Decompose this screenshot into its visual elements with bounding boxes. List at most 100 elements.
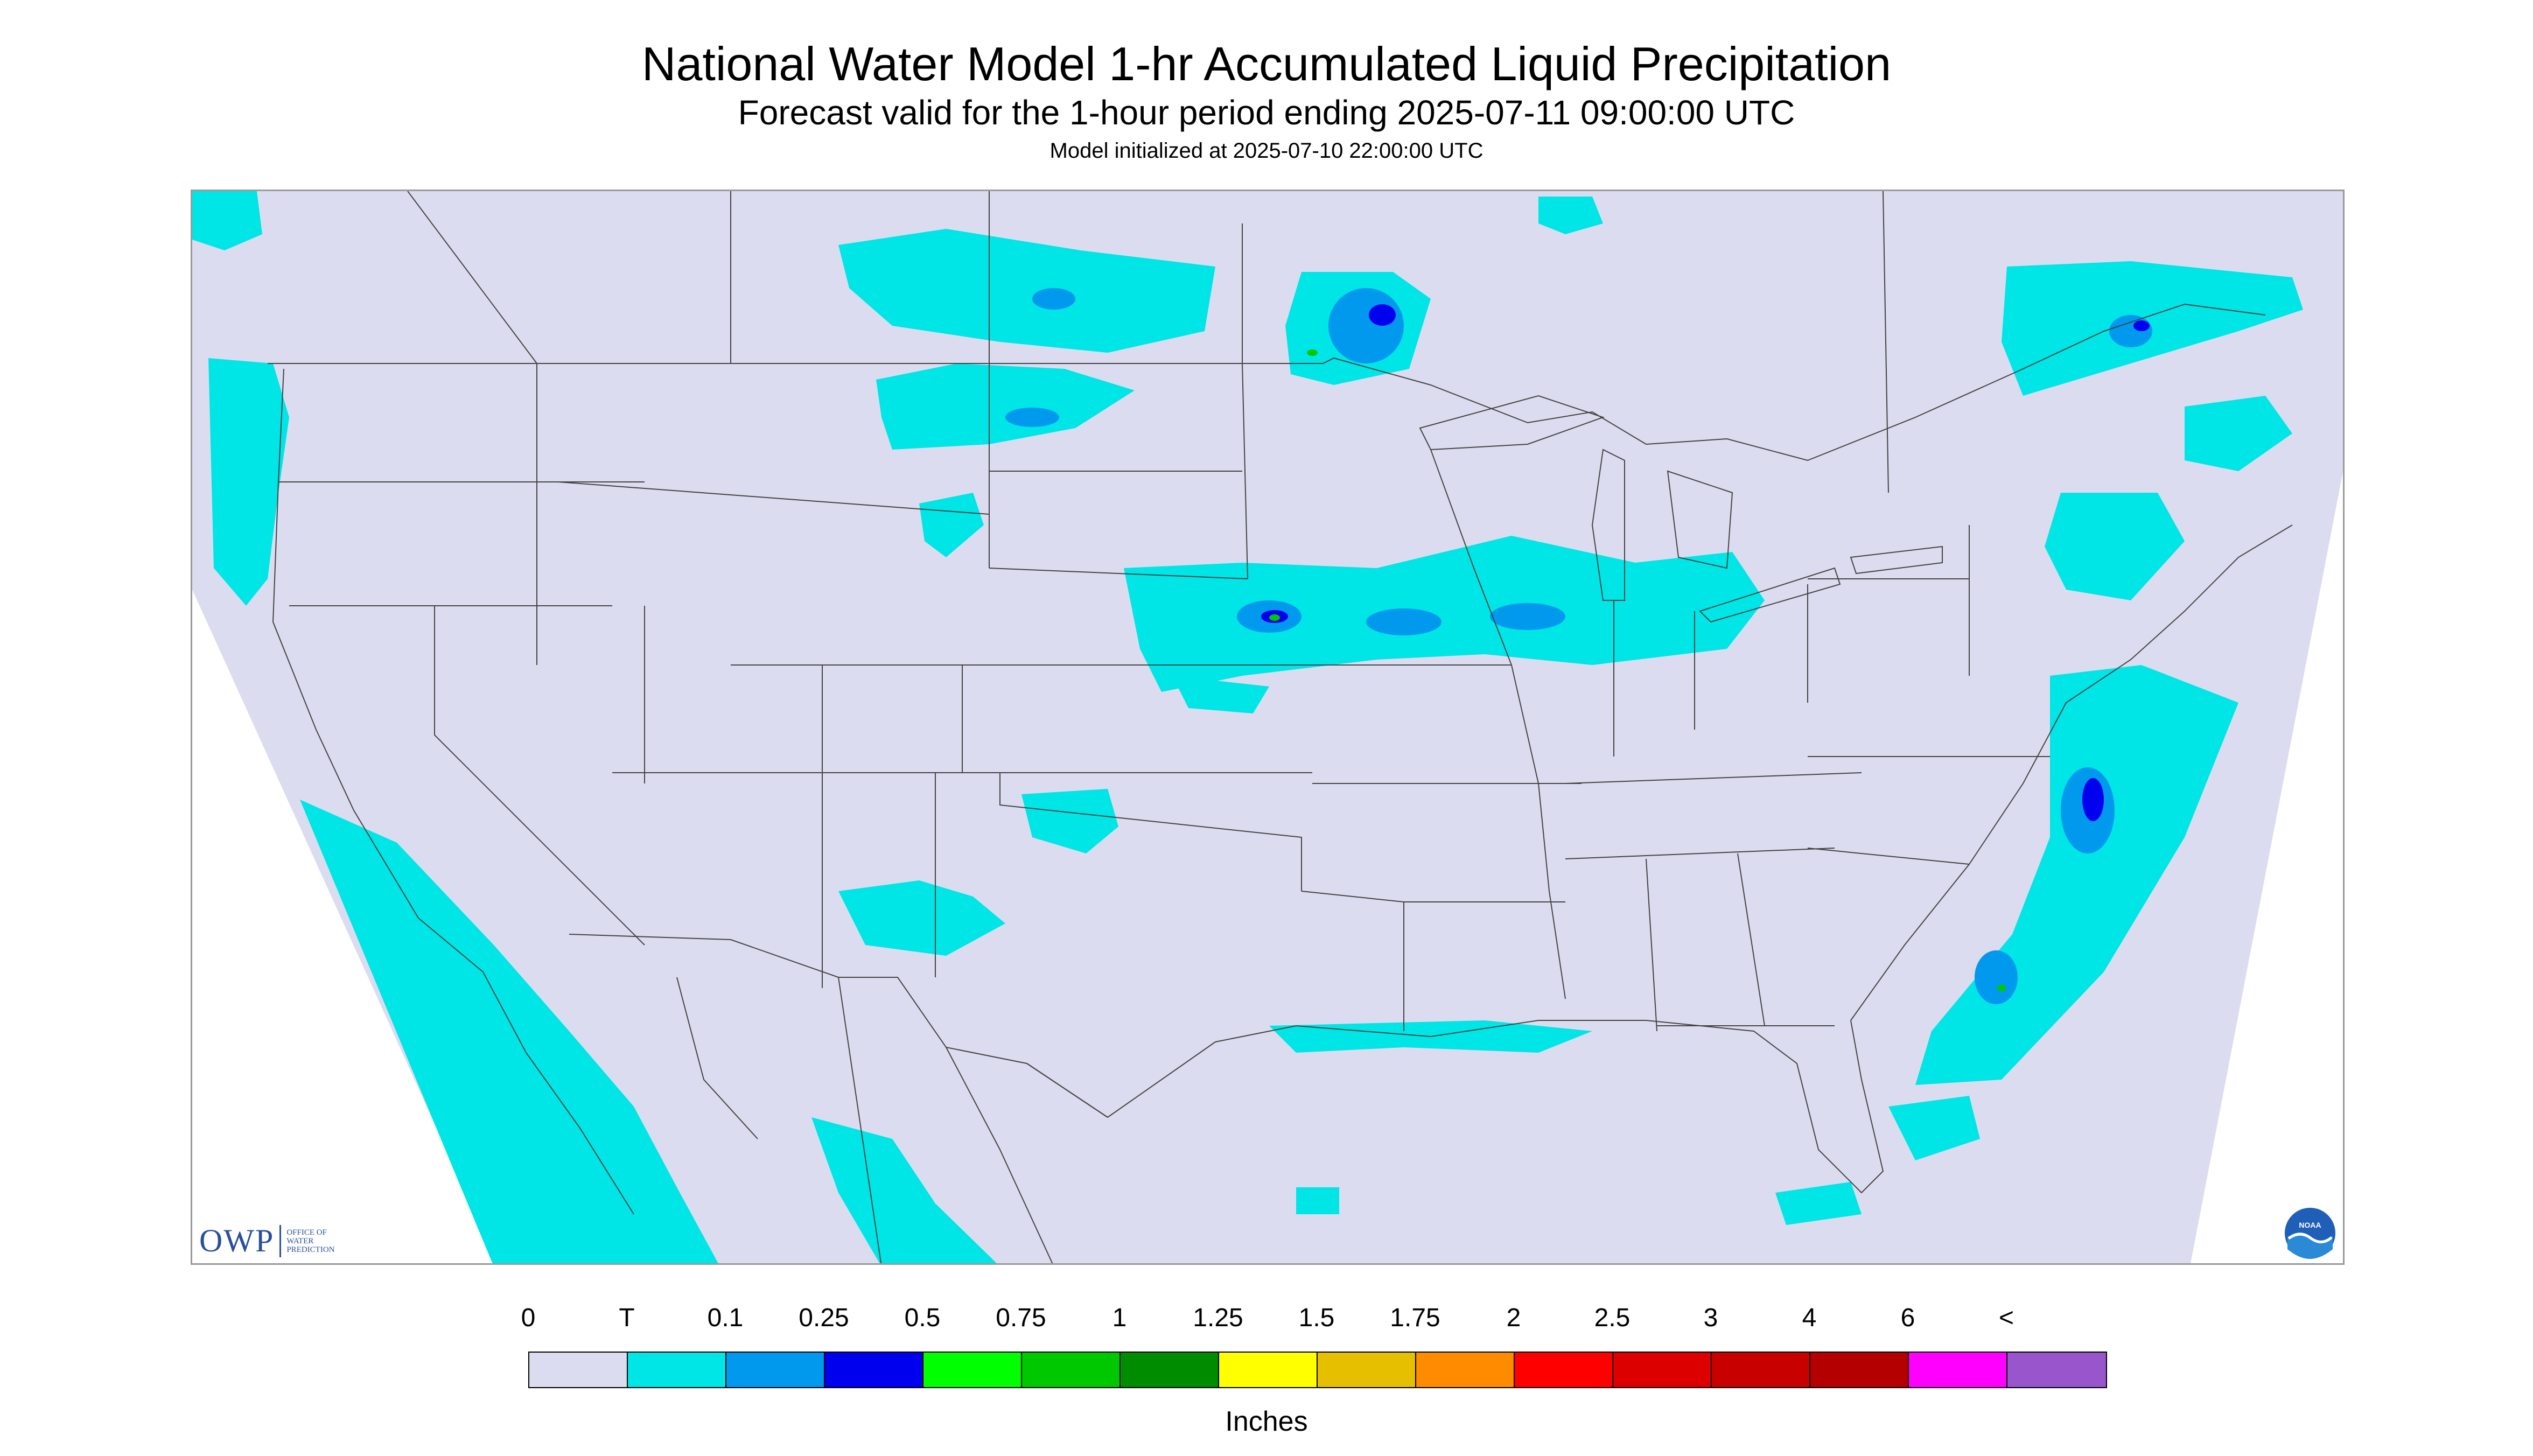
precip-atlantic-heavy [1997, 985, 2006, 991]
pacific-coastline [272, 368, 634, 1215]
legend-label: 1.5 [1298, 1304, 1335, 1332]
legend-swatch [1318, 1353, 1416, 1387]
mexico-state-line-4 [676, 977, 758, 1139]
precip-atlantic-core-2 [1975, 950, 2018, 1004]
owp-logo-divider [279, 1224, 282, 1257]
precip-iowa-tail [1172, 676, 1269, 713]
precip-gulf-california [811, 1117, 997, 1263]
legend-label: 0.1 [707, 1304, 744, 1332]
political-boundaries [268, 191, 2293, 1263]
precip-mexico-gulf [1296, 1187, 1339, 1214]
owp-logo-text: OFFICE OF WATER PREDICTION [286, 1228, 334, 1254]
us-canada-border [268, 303, 2266, 461]
owp-logo-line-3: PREDICTION [286, 1245, 335, 1254]
precip-atlantic-peak [2082, 778, 2104, 821]
legend-label: 6 [1900, 1304, 1915, 1332]
legend-swatch [628, 1353, 726, 1387]
gulf-coastline [1107, 1020, 1884, 1194]
precip-midwest-heavy [1269, 614, 1280, 621]
map-title: National Water Model 1-hr Accumulated Li… [641, 37, 1892, 90]
state-line-mt-wy [558, 481, 990, 515]
legend-label: 0 [521, 1304, 536, 1332]
precipitation-map [191, 190, 2345, 1265]
legend-swatch [1219, 1353, 1318, 1387]
lake-superior-outline [1419, 395, 1605, 451]
precip-heavy-areas [1269, 349, 2006, 991]
legend-label: 1 [1112, 1304, 1127, 1332]
state-line-sd-ne [989, 568, 1248, 579]
state-line-nc-sc [1807, 848, 1970, 865]
legend-label: < [1998, 1304, 2014, 1332]
legend-swatch [1022, 1353, 1121, 1387]
precip-midwest-core-3 [1490, 603, 1565, 630]
legend-swatch [1810, 1353, 1909, 1387]
legend-swatch [1613, 1353, 1712, 1387]
legend-swatch [1121, 1353, 1219, 1387]
legend-label: 0.25 [799, 1304, 849, 1332]
lake-erie-outline [1699, 567, 1841, 623]
precip-maritimes [2185, 396, 2292, 471]
precip-midwest-band [1124, 536, 1765, 692]
state-line-ky-tn [1565, 772, 1862, 784]
precip-minnesota-dot [1538, 197, 1603, 234]
legend-labels: 0 T 0.1 0.25 0.5 0.75 1 1.25 1.5 1.75 2 2.5 3 4 6 < [0, 1303, 2533, 1335]
province-line-on-qc [1883, 191, 1889, 493]
legend-colorbar [528, 1352, 2107, 1388]
precip-oklahoma [1021, 789, 1118, 853]
legend-swatch [1712, 1353, 1810, 1387]
state-line-mn-west [1242, 363, 1248, 579]
legend-swatch [2007, 1353, 2106, 1387]
state-line-mississippi-river [1430, 449, 1566, 999]
precip-montana-small [919, 493, 984, 557]
precip-midwest-core-2 [1366, 608, 1442, 635]
legend-label: 0.5 [904, 1304, 941, 1332]
state-line-ca-nv [434, 606, 645, 946]
precip-pacific-northwest-1 [208, 358, 289, 606]
legend-swatch [923, 1353, 1022, 1387]
atlantic-coastline [1850, 524, 2293, 1021]
owp-logo-line-2: WATER [286, 1236, 314, 1245]
state-line-tn-south [1565, 848, 1835, 859]
legend-swatch [726, 1353, 825, 1387]
forecast-valid-subtitle: Forecast valid for the 1-hour period end… [738, 93, 1795, 132]
legend-units-label: Inches [1225, 1406, 1308, 1437]
owp-logo: OWP OFFICE OF WATER PREDICTION [199, 1222, 335, 1259]
precip-superior-peak [1369, 304, 1396, 326]
mexico-state-line-2 [946, 1047, 1053, 1263]
precip-florida-keys [1775, 1182, 1862, 1225]
legend-swatch [1909, 1353, 2007, 1387]
precip-pacific-northwest-2 [192, 191, 262, 250]
precip-lake-superior-core [1328, 288, 1404, 363]
owp-logo-abbr: OWP [199, 1223, 275, 1258]
precip-new-england [2045, 493, 2185, 600]
state-line-ok-tx [999, 773, 1302, 891]
legend-label: 3 [1703, 1304, 1718, 1332]
precip-quebec-peak [2133, 320, 2150, 331]
state-line-al-ga [1737, 853, 1765, 1026]
legend-swatch [529, 1353, 628, 1387]
legend-label: 0.75 [996, 1304, 1046, 1332]
legend-swatch [1515, 1353, 1613, 1387]
precip-pacific-southwest [300, 800, 718, 1263]
mexico-state-line-3 [1026, 1063, 1108, 1118]
noaa-logo-icon: NOAA [2283, 1206, 2337, 1260]
model-init-line: Model initialized at 2025-07-10 22:00:00… [1049, 139, 1484, 163]
state-line-ms-al [1646, 858, 1657, 1032]
legend-label: 4 [1802, 1304, 1817, 1332]
precip-new-mexico [838, 880, 1005, 956]
legend-label: T [619, 1304, 635, 1332]
lake-ontario-outline [1850, 545, 1943, 575]
legend-swatch [1416, 1353, 1515, 1387]
precip-superior-heavy [1307, 349, 1318, 356]
owp-logo-line-1: OFFICE OF [286, 1228, 327, 1237]
legend-label: 1.75 [1390, 1304, 1440, 1332]
precip-canada-prairies [838, 229, 1215, 353]
precip-north-dakota [876, 363, 1135, 450]
mexico-state-line-1 [838, 977, 882, 1263]
precip-quebec [2002, 261, 2303, 396]
legend-label: 2 [1506, 1304, 1521, 1332]
legend-label: 1.25 [1193, 1304, 1243, 1332]
province-line-bc-ab [407, 191, 537, 364]
legend-swatch [825, 1353, 923, 1387]
noaa-logo-text: NOAA [2299, 1221, 2321, 1229]
